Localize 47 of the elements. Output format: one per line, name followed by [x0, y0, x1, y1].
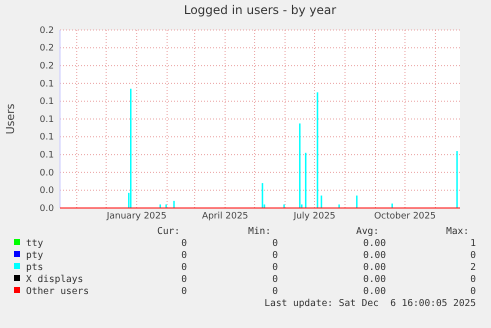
legend-label: pty [26, 250, 44, 261]
text: Avg: [356, 226, 379, 237]
text: Max: [446, 226, 469, 237]
text: 2 [470, 262, 476, 273]
text: 0 [181, 238, 188, 249]
text: 0 [272, 262, 278, 273]
text: 0 [181, 250, 188, 261]
text: 0.00 [363, 286, 386, 297]
text: 0.00 [363, 274, 386, 285]
y-tick-label: 0.2 [40, 26, 54, 36]
text: Cur: [157, 226, 180, 237]
text: 0 [470, 250, 476, 261]
y-tick-label: 0.0 [40, 204, 54, 214]
y-tick-label: 0.0 [40, 168, 54, 178]
text: 0 [272, 250, 278, 261]
y-tick-label: 0.0 [40, 186, 54, 196]
text: 0 [181, 274, 188, 285]
legend-label: tty [26, 238, 44, 249]
text: Last update: Sat Dec 6 16:00:05 2025 [264, 298, 476, 309]
text: 0.00 [363, 238, 386, 249]
legend-label: X displays [26, 274, 84, 285]
text: 0.00 [363, 262, 386, 273]
text: 0.00 [363, 250, 386, 261]
text: 0 [470, 286, 476, 297]
x-tick-label: January 2025 [106, 211, 167, 222]
y-tick-label: 0.1 [40, 97, 54, 108]
y-tick-label: 0.1 [40, 150, 54, 160]
y-axis-title: Users [4, 103, 17, 134]
text: 0 [272, 238, 278, 249]
y-tick-label: 0.2 [40, 61, 54, 72]
x-tick-label: October 2025 [374, 211, 436, 222]
text: Min: [248, 226, 271, 237]
x-tick-label: July 2025 [292, 211, 336, 222]
legend-label: Other users [26, 286, 89, 297]
legend-label: pts [26, 262, 44, 273]
text: 1 [470, 238, 476, 249]
y-tick-label: 0.1 [40, 79, 54, 90]
text: 0 [272, 286, 278, 297]
text: 0 [181, 286, 188, 297]
text: 0 [181, 262, 188, 273]
y-tick-label: 0.2 [40, 44, 54, 54]
y-tick-label: 0.1 [40, 132, 54, 143]
text: 0 [470, 274, 476, 285]
x-tick-label: April 2025 [202, 211, 248, 222]
y-tick-label: 0.1 [40, 114, 54, 125]
text: 0 [272, 274, 278, 285]
chart-title: Logged in users - by year [184, 3, 336, 17]
